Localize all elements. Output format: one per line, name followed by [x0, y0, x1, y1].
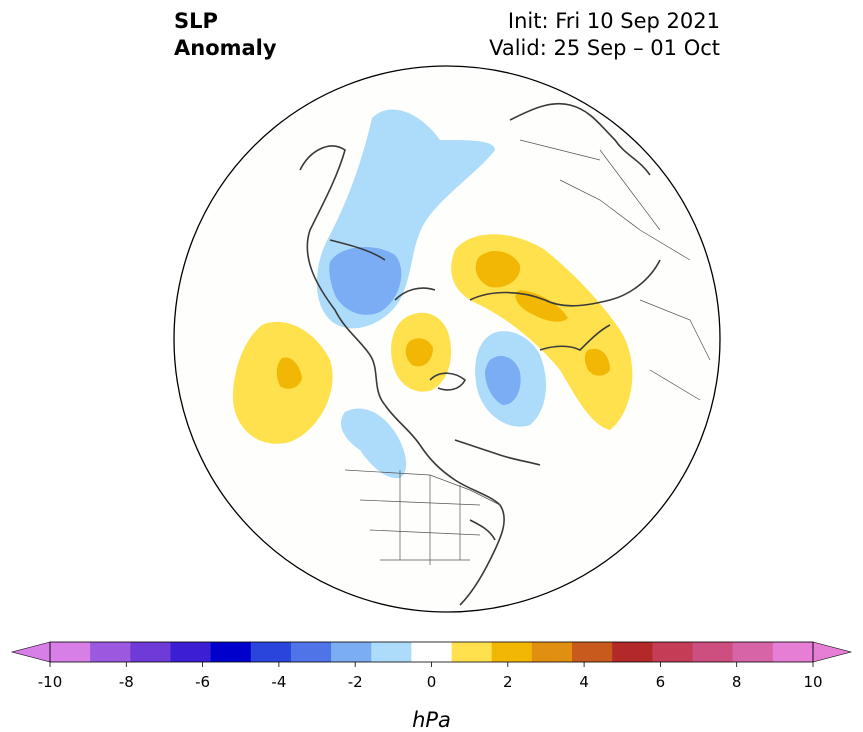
colorbar-tick-label: 10 — [803, 673, 822, 691]
colorbar-swatch — [612, 642, 653, 662]
colorbar-swatch — [652, 642, 694, 662]
colorbar-swatch — [572, 642, 613, 662]
colorbar-tick-label: 0 — [427, 673, 437, 691]
colorbar-tick-label: -4 — [271, 673, 286, 691]
political-borders — [344, 139, 711, 565]
colorbar-tick-label: -2 — [348, 673, 363, 691]
colorbar-swatch — [692, 642, 734, 662]
colorbar-swatch — [250, 642, 292, 662]
anomaly-eurasia-high-inner-2 — [515, 290, 568, 322]
colorbar-extend-under — [10, 641, 51, 663]
valid-dates: Valid: 25 Sep – 01 Oct — [489, 36, 720, 60]
colorbar-swatch — [50, 642, 91, 662]
colorbar-swatch — [772, 642, 814, 662]
colorbar-tick-label: -8 — [119, 673, 134, 691]
anomaly-siberia-low-inner — [485, 356, 521, 405]
colorbar-ticks: -10 -8 -6 -4 -2 0 2 4 6 8 10 — [38, 662, 823, 691]
colorbar-tick-label: -10 — [38, 673, 63, 691]
anomaly-eurasia-high-inner-1 — [475, 250, 521, 288]
anomaly-northwest-us-low — [340, 408, 407, 479]
colorbar-tick-label: 8 — [732, 673, 742, 691]
anomaly-east-pacific-high-inner — [276, 357, 302, 389]
coastlines — [299, 102, 661, 606]
colorbar-extend-over — [812, 641, 853, 663]
colorbar-swatch — [331, 642, 372, 662]
colorbar-swatch — [451, 642, 493, 662]
anomaly-eurasia-high-inner-3 — [584, 348, 610, 376]
colorbar-tick-label: -6 — [195, 673, 210, 691]
anomaly-arctic-canada-high-inner — [405, 338, 433, 367]
colorbar-tick-label: 4 — [579, 673, 589, 691]
colorbar-swatch — [371, 642, 412, 662]
colorbar-swatch — [130, 642, 171, 662]
map-boundary — [173, 65, 721, 613]
colorbar-swatch — [170, 642, 212, 662]
colorbar: -10 -8 -6 -4 -2 0 2 4 6 8 10 — [10, 641, 853, 691]
colorbar-tick-label: 2 — [503, 673, 513, 691]
title-anomaly: Anomaly — [174, 36, 277, 60]
chart-title-right: Init: Fri 10 Sep 2021 Valid: 25 Sep – 01… — [489, 8, 720, 62]
colorbar-unit-label: hPa — [412, 708, 451, 732]
colorbar-swatch — [491, 642, 533, 662]
colorbar-swatch — [210, 642, 252, 662]
colorbar-swatch — [290, 642, 332, 662]
colorbar-swatch — [531, 642, 573, 662]
anomaly-north-atlantic-low-inner — [329, 246, 402, 315]
title-slp: SLP — [174, 9, 218, 33]
polar-map — [173, 65, 721, 613]
chart-title-left: SLP Anomaly — [174, 8, 277, 62]
colorbar-swatch — [90, 642, 131, 662]
colorbar-swatch — [732, 642, 774, 662]
colorbar-swatch — [411, 642, 453, 662]
colorbar-tick-label: 6 — [656, 673, 666, 691]
init-date: Init: Fri 10 Sep 2021 — [507, 9, 720, 33]
colorbar-swatches — [50, 642, 814, 662]
